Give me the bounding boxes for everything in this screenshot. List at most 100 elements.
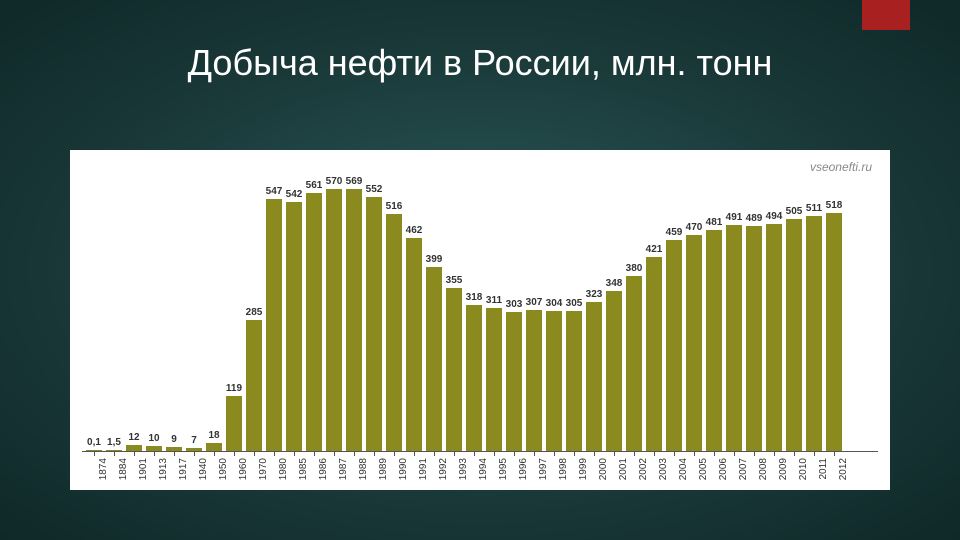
- x-tick-label: 1993: [458, 458, 469, 480]
- x-tick-label: 2004: [678, 458, 689, 480]
- x-tick-label: 1994: [478, 458, 489, 480]
- bar: 462: [406, 238, 422, 451]
- x-tick: [254, 452, 255, 456]
- bar: 355: [446, 288, 462, 451]
- watermark: vseonefti.ru: [810, 160, 872, 174]
- x-tick-label: 1996: [518, 458, 529, 480]
- x-tick-label: 2007: [738, 458, 749, 480]
- x-tick: [554, 452, 555, 456]
- bar: 421: [646, 257, 662, 451]
- bar: 303: [506, 312, 522, 451]
- bar: 304: [546, 311, 562, 451]
- x-tick: [774, 452, 775, 456]
- x-tick-label: 1884: [118, 458, 129, 480]
- bar: 505: [786, 219, 802, 451]
- x-tick: [494, 452, 495, 456]
- x-tick-label: 2008: [758, 458, 769, 480]
- x-tick: [274, 452, 275, 456]
- bar: 307: [526, 310, 542, 451]
- bar: 9: [166, 447, 182, 451]
- bar: 18: [206, 443, 222, 451]
- x-tick: [114, 452, 115, 456]
- x-tick: [154, 452, 155, 456]
- x-tick-label: 2002: [638, 458, 649, 480]
- x-tick: [354, 452, 355, 456]
- x-tick: [834, 452, 835, 456]
- bar-value-label: 516: [378, 201, 410, 212]
- x-tick: [134, 452, 135, 456]
- bar: 518: [826, 213, 842, 451]
- bar: 552: [366, 197, 382, 451]
- x-tick-label: 1987: [338, 458, 349, 480]
- x-tick-label: 1960: [238, 458, 249, 480]
- bar: 1,5: [106, 450, 122, 451]
- bar: 10: [146, 446, 162, 451]
- x-tick-label: 1950: [218, 458, 229, 480]
- x-tick-label: 1913: [158, 458, 169, 480]
- x-tick-label: 2005: [698, 458, 709, 480]
- x-tick: [734, 452, 735, 456]
- x-axis: 1874188419011913191719401950196019701980…: [82, 452, 878, 484]
- x-tick-label: 2006: [718, 458, 729, 480]
- x-tick-label: 2000: [598, 458, 609, 480]
- x-tick: [214, 452, 215, 456]
- x-tick: [454, 452, 455, 456]
- x-tick: [674, 452, 675, 456]
- x-tick-label: 2011: [818, 458, 829, 480]
- x-tick: [414, 452, 415, 456]
- bar-value-label: 552: [358, 184, 390, 195]
- x-tick-label: 1917: [178, 458, 189, 480]
- x-tick: [754, 452, 755, 456]
- bar: 285: [246, 320, 262, 451]
- x-tick: [394, 452, 395, 456]
- accent-tab: [862, 0, 910, 30]
- x-tick-label: 1986: [318, 458, 329, 480]
- bar: 470: [686, 235, 702, 451]
- bar: 494: [766, 224, 782, 451]
- x-tick: [174, 452, 175, 456]
- x-tick-label: 1980: [278, 458, 289, 480]
- x-tick: [814, 452, 815, 456]
- x-tick: [94, 452, 95, 456]
- bar: 542: [286, 202, 302, 451]
- chart-inner: vseonefti.ru 0,11,5121097181192855475425…: [82, 158, 878, 484]
- x-tick: [714, 452, 715, 456]
- x-tick: [514, 452, 515, 456]
- x-tick: [694, 452, 695, 456]
- x-tick-label: 1985: [298, 458, 309, 480]
- x-tick: [194, 452, 195, 456]
- chart-panel: vseonefti.ru 0,11,5121097181192855475425…: [70, 150, 890, 490]
- x-tick-label: 2003: [658, 458, 669, 480]
- bar: 570: [326, 189, 342, 451]
- bar: 569: [346, 189, 362, 451]
- x-tick-label: 1970: [258, 458, 269, 480]
- x-tick-label: 1992: [438, 458, 449, 480]
- bar: 305: [566, 311, 582, 451]
- x-tick-label: 1997: [538, 458, 549, 480]
- bar: 547: [266, 199, 282, 451]
- bar: 561: [306, 193, 322, 451]
- x-tick-label: 1999: [578, 458, 589, 480]
- bar-value-label: 518: [818, 200, 850, 211]
- bar: 119: [226, 396, 242, 451]
- bar: 516: [386, 214, 402, 451]
- x-tick-label: 1901: [138, 458, 149, 480]
- bar: 459: [666, 240, 682, 451]
- x-tick: [434, 452, 435, 456]
- bar: 12: [126, 445, 142, 451]
- x-tick-label: 2012: [838, 458, 849, 480]
- bar: 481: [706, 230, 722, 451]
- x-tick-label: 1998: [558, 458, 569, 480]
- x-tick: [654, 452, 655, 456]
- x-tick: [474, 452, 475, 456]
- x-tick-label: 1990: [398, 458, 409, 480]
- x-tick-label: 1940: [198, 458, 209, 480]
- plot-area: 0,11,51210971811928554754256157056955251…: [82, 176, 878, 452]
- bar: 399: [426, 267, 442, 451]
- bar: 318: [466, 305, 482, 451]
- bar: 489: [746, 226, 762, 451]
- x-tick-label: 1995: [498, 458, 509, 480]
- x-tick-label: 2001: [618, 458, 629, 480]
- x-tick: [314, 452, 315, 456]
- x-tick: [374, 452, 375, 456]
